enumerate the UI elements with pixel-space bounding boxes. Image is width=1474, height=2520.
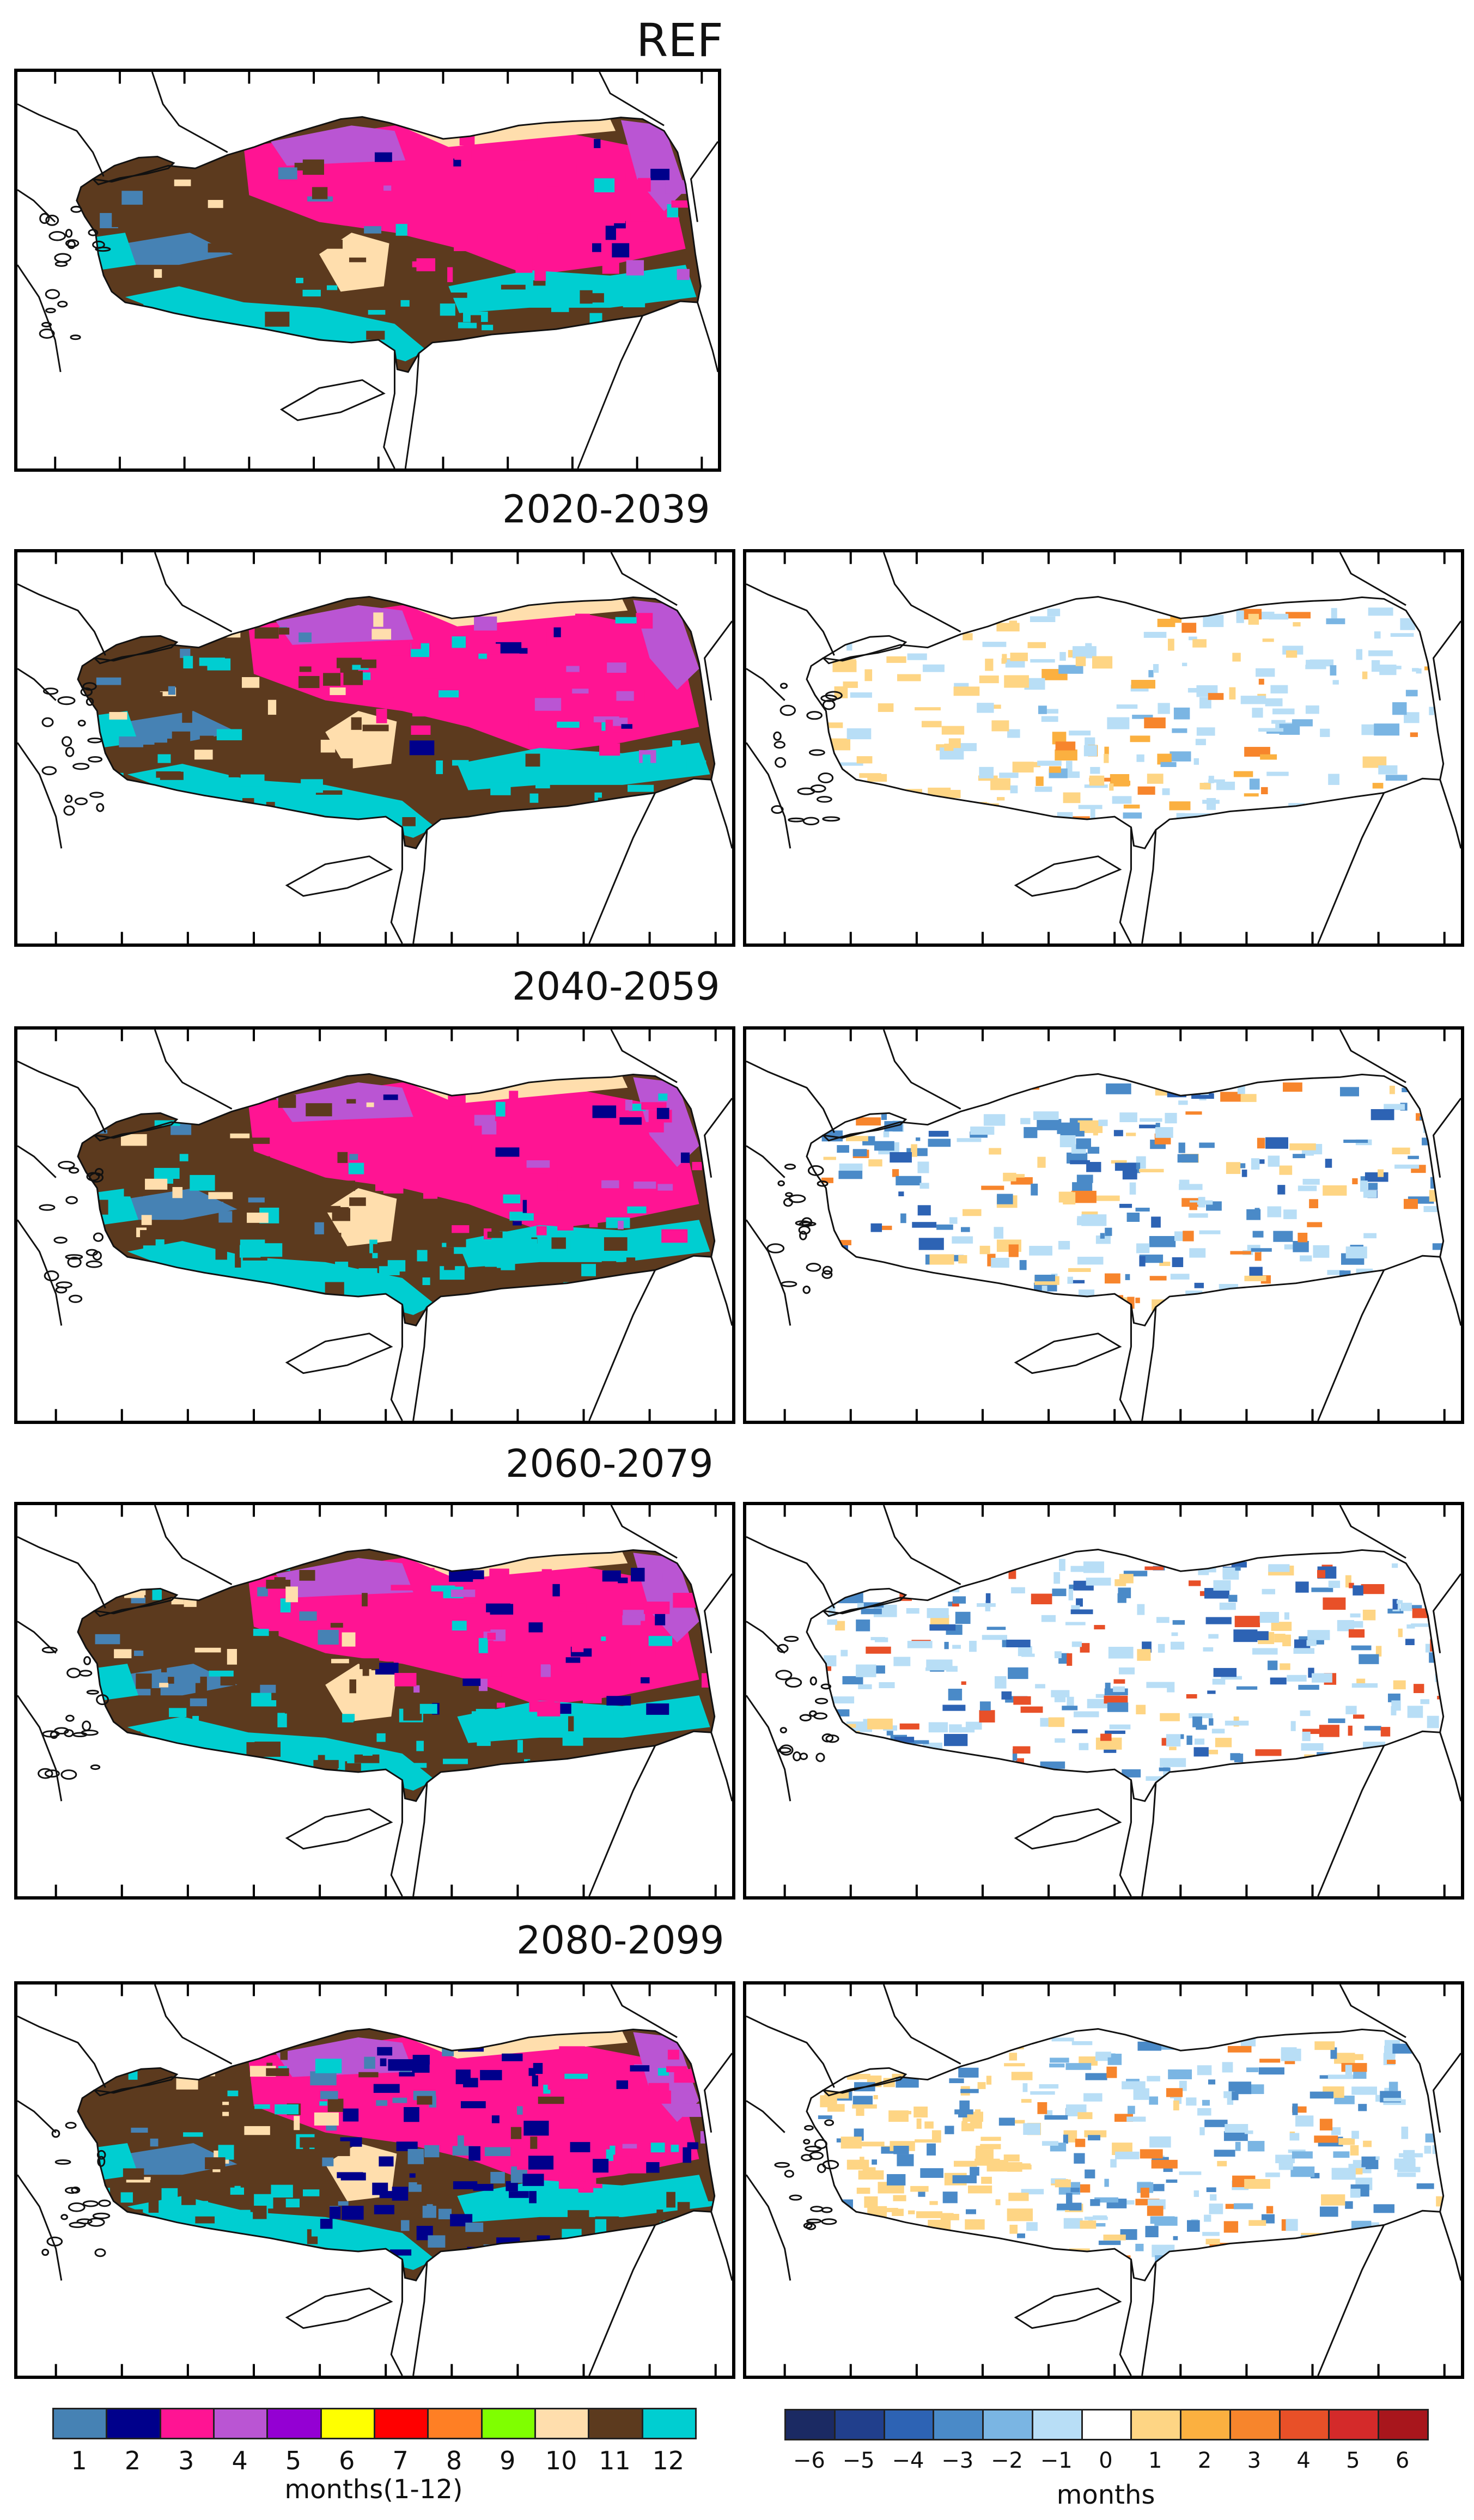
- label-2020-2039: 2020-2039: [502, 487, 710, 532]
- legend-label-change-9: 3: [1247, 2448, 1262, 2473]
- legend-swatch-month-1: [52, 2408, 108, 2439]
- legend-swatch-change-11: [1328, 2409, 1380, 2440]
- legend-swatch-change-10: [1278, 2409, 1330, 2440]
- legend-label-month-10: 10: [545, 2446, 577, 2475]
- legend-label-month-2: 2: [124, 2446, 141, 2475]
- label-2080-2099: 2080-2099: [516, 1918, 724, 1963]
- map-2080-2099-month: [14, 1981, 735, 2379]
- legend-label-change-12: 6: [1395, 2448, 1410, 2473]
- legend-months-colorbar: 1 2 3 4 5 6 7 8 9 10 11 12 months(1-12): [52, 2408, 697, 2506]
- legend-swatch-month-5: [266, 2408, 322, 2439]
- legend-label-change-8: 2: [1197, 2448, 1212, 2473]
- legend-swatch-month-4: [213, 2408, 269, 2439]
- legend-swatch-month-10: [534, 2408, 590, 2439]
- map-2060-2079-month: [14, 1502, 735, 1900]
- label-2040-2059: 2040-2059: [512, 964, 720, 1009]
- map-2040-2059-change: [743, 1026, 1464, 1424]
- legend-label-month-3: 3: [178, 2446, 194, 2475]
- legend-label-month-12: 12: [652, 2446, 685, 2475]
- legend-swatch-month-6: [320, 2408, 375, 2439]
- legend-label-change-2: −4: [892, 2448, 924, 2473]
- legend-label-change-6: 0: [1099, 2448, 1113, 2473]
- map-2020-2039-month: [14, 549, 735, 947]
- legend-label-change-4: −2: [990, 2448, 1023, 2473]
- map-ref-month: [14, 69, 721, 472]
- legend-swatch-change-0: [784, 2409, 836, 2440]
- legend-label-month-5: 5: [285, 2446, 302, 2475]
- legend-swatch-month-9: [480, 2408, 536, 2439]
- legend-label-change-1: −5: [842, 2448, 875, 2473]
- label-2060-2079: 2060-2079: [505, 1441, 714, 1486]
- legend-swatch-change-12: [1378, 2409, 1429, 2440]
- label-ref: REF: [636, 14, 723, 67]
- legend-swatch-change-1: [833, 2409, 885, 2440]
- legend-label-change-7: 1: [1148, 2448, 1162, 2473]
- map-2020-2039-change: [743, 549, 1464, 947]
- legend-swatch-change-4: [982, 2409, 1033, 2440]
- legend-swatch-month-8: [427, 2408, 483, 2439]
- legend-label-change-3: −3: [941, 2448, 974, 2473]
- legend-label-change-11: 5: [1346, 2448, 1360, 2473]
- legend-title-months-1-12: months(1-12): [284, 2474, 463, 2505]
- legend-label-month-4: 4: [232, 2446, 248, 2475]
- legend-swatch-change-6: [1081, 2409, 1132, 2440]
- legend-change-colorbar: −6 −5 −4 −3 −2 −1 0 1 2 3 4 5 6 months: [784, 2409, 1429, 2518]
- legend-label-month-8: 8: [446, 2446, 462, 2475]
- map-2060-2079-change: [743, 1502, 1464, 1900]
- legend-swatch-change-7: [1130, 2409, 1182, 2440]
- legend-swatch-month-3: [159, 2408, 215, 2439]
- legend-swatch-change-9: [1229, 2409, 1281, 2440]
- legend-swatch-month-7: [374, 2408, 429, 2439]
- legend-swatch-change-8: [1180, 2409, 1231, 2440]
- legend-label-month-9: 9: [500, 2446, 516, 2475]
- legend-swatch-change-3: [933, 2409, 984, 2440]
- legend-label-month-1: 1: [71, 2446, 87, 2475]
- legend-swatch-change-5: [1031, 2409, 1083, 2440]
- map-2080-2099-change: [743, 1981, 1464, 2379]
- legend-swatch-change-2: [883, 2409, 935, 2440]
- legend-title-months: months: [1056, 2480, 1155, 2510]
- legend-swatch-month-11: [588, 2408, 643, 2439]
- legend-swatch-month-12: [641, 2408, 697, 2439]
- legend-swatch-month-2: [106, 2408, 161, 2439]
- legend-label-change-10: 4: [1296, 2448, 1311, 2473]
- map-2040-2059-month: [14, 1026, 735, 1424]
- legend-label-change-5: −1: [1040, 2448, 1073, 2473]
- legend-label-month-6: 6: [339, 2446, 355, 2475]
- legend-label-month-11: 11: [599, 2446, 631, 2475]
- legend-label-month-7: 7: [392, 2446, 409, 2475]
- legend-label-change-0: −6: [793, 2448, 825, 2473]
